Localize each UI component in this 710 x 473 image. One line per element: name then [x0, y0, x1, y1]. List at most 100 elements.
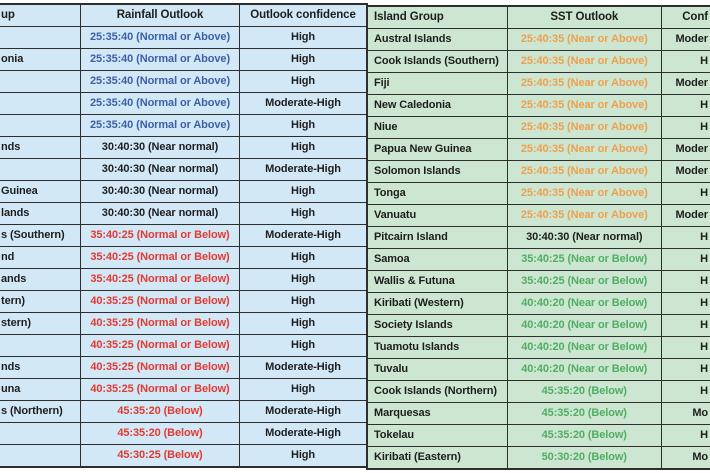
table-row: ands 35:40:25 (Normal or Below) High — [0, 268, 368, 291]
confidence-cell: Moderate-High — [239, 356, 368, 379]
table-row: s (Southern) 35:40:25 (Normal or Below) Mo… — [0, 224, 368, 247]
confidence-cell: Moderate-High — [239, 422, 368, 445]
table-row: Tokelau 45:35:20 (Below) H — [366, 424, 710, 447]
island-group-cell: s (Northern) — [0, 400, 81, 423]
confidence-cell: H — [660, 270, 710, 293]
island-group-cell: Pitcairn Island — [366, 226, 508, 249]
table-row: New Caledonia 25:40:35 (Near or Above) H — [366, 94, 710, 117]
rainfall-table-header: up Rainfall Outlook Outlook confidence — [0, 3, 368, 27]
header-row: up Rainfall Outlook Outlook confidence — [0, 3, 368, 27]
island-group-cell: stern) — [0, 312, 81, 335]
island-group-cell: Cook Islands (Southern) — [366, 50, 508, 73]
island-group-cell: nd — [0, 246, 81, 269]
outlook-value-cell: 25:40:35 (Near or Above) — [506, 160, 662, 183]
outlook-value-cell: 45:35:20 (Below) — [506, 402, 662, 425]
table-row: s (Northern) 45:35:20 (Below) Moderate-Hig… — [0, 400, 368, 423]
island-group-cell: ands — [0, 268, 81, 291]
confidence-cell: H — [660, 226, 710, 249]
confidence-cell: Moderate-High — [239, 158, 368, 181]
table-row: Society Islands 40:40:20 (Near or Below) H — [366, 314, 710, 337]
table-row: Tonga 25:40:35 (Near or Above) H — [366, 182, 710, 205]
rainfall-table-body: 25:35:40 (Normal or Above) High onia 25:35:… — [0, 26, 368, 468]
confidence-cell: High — [239, 246, 368, 269]
island-group-column-header: up — [0, 3, 81, 27]
outlook-value-cell: 45:35:20 (Below) — [506, 380, 662, 403]
outlook-value-cell: 25:35:40 (Normal or Above) — [80, 26, 240, 49]
island-group-cell: Tuamotu Islands — [366, 336, 508, 359]
confidence-cell: Moderate-High — [239, 92, 368, 115]
confidence-cell: High — [239, 202, 368, 225]
table-row: 25:35:40 (Normal or Above) High — [0, 70, 368, 93]
table-row: 30:40:30 (Near normal) Moderate-High — [0, 158, 368, 181]
table-row: Marquesas 45:35:20 (Below) Mo — [366, 402, 710, 425]
outlook-value-cell: 25:40:35 (Near or Above) — [506, 116, 662, 139]
island-group-cell: Wallis & Futuna — [366, 270, 508, 293]
sst-table-header: Island Group SST Outlook Conf — [366, 5, 710, 29]
confidence-cell: High — [239, 378, 368, 401]
outlook-value-cell: 40:35:25 (Normal or Below) — [80, 378, 240, 401]
outlook-value-cell: 40:35:25 (Normal or Below) — [80, 312, 240, 335]
island-group-column-header: Island Group — [366, 5, 508, 29]
island-group-cell: Kiribati (Western) — [366, 292, 508, 315]
outlook-value-cell: 35:40:25 (Near or Below) — [506, 270, 662, 293]
confidence-column-header: Conf — [660, 5, 710, 29]
table-row: una 40:35:25 (Normal or Below) High — [0, 378, 368, 401]
confidence-cell: High — [239, 334, 368, 357]
outlook-value-cell: 35:40:25 (Normal or Below) — [80, 224, 240, 247]
confidence-cell: Moder — [660, 160, 710, 183]
confidence-cell: H — [660, 358, 710, 381]
table-row: Niue 25:40:35 (Near or Above) H — [366, 116, 710, 139]
island-group-cell: Vanuatu — [366, 204, 508, 227]
confidence-cell: Mo — [660, 402, 710, 425]
table-row: 25:35:40 (Normal or Above) Moderate-High — [0, 92, 368, 115]
outlook-value-cell: 25:40:35 (Near or Above) — [506, 28, 662, 51]
table-row: Kiribati (Western) 40:40:20 (Near or Belo… — [366, 292, 710, 315]
outlook-value-cell: 25:40:35 (Near or Above) — [506, 182, 662, 205]
confidence-cell: Mo — [660, 446, 710, 470]
island-group-cell: Marquesas — [366, 402, 508, 425]
island-group-cell: Cook Islands (Northern) — [366, 380, 508, 403]
island-group-cell: Kiribati (Eastern) — [366, 446, 508, 470]
outlook-value-cell: 45:30:25 (Below) — [80, 444, 240, 468]
confidence-cell: High — [239, 136, 368, 159]
sst-outlook-table: Island Group SST Outlook Conf Austral Is… — [366, 5, 710, 470]
confidence-cell: High — [239, 48, 368, 71]
outlook-value-cell: 45:35:20 (Below) — [80, 422, 240, 445]
rainfall-outlook-column-header: Rainfall Outlook — [80, 3, 240, 27]
confidence-cell: H — [660, 380, 710, 403]
outlook-value-cell: 45:35:20 (Below) — [506, 424, 662, 447]
outlook-value-cell: 25:40:35 (Near or Above) — [506, 72, 662, 95]
table-row: 25:35:40 (Normal or Above) High — [0, 26, 368, 49]
confidence-cell: H — [660, 336, 710, 359]
table-row: Guinea 30:40:30 (Near normal) High — [0, 180, 368, 203]
island-group-cell — [0, 158, 81, 181]
island-group-cell: Tuvalu — [366, 358, 508, 381]
confidence-cell: Moder — [660, 204, 710, 227]
table-row: Wallis & Futuna 35:40:25 (Near or Below) H — [366, 270, 710, 293]
island-group-cell: una — [0, 378, 81, 401]
table-row: 40:35:25 (Normal or Below) High — [0, 334, 368, 357]
island-group-cell — [0, 422, 81, 445]
confidence-cell: H — [660, 314, 710, 337]
table-row: lands 30:40:30 (Near normal) High — [0, 202, 368, 225]
confidence-cell: H — [660, 116, 710, 139]
outlook-value-cell: 40:40:20 (Near or Below) — [506, 336, 662, 359]
island-group-cell: Samoa — [366, 248, 508, 271]
sst-table-body: Austral Islands 25:40:35 (Near or Above) M… — [366, 28, 710, 470]
outlook-value-cell: 35:40:25 (Normal or Below) — [80, 246, 240, 269]
outlook-value-cell: 25:40:35 (Near or Above) — [506, 204, 662, 227]
island-group-cell: Solomon Islands — [366, 160, 508, 183]
confidence-cell: High — [239, 290, 368, 313]
header-row: Island Group SST Outlook Conf — [366, 5, 710, 29]
island-group-cell: onia — [0, 48, 81, 71]
island-group-cell: Niue — [366, 116, 508, 139]
table-row: Vanuatu 25:40:35 (Near or Above) Moder — [366, 204, 710, 227]
island-group-cell — [0, 444, 81, 468]
table-row: Samoa 35:40:25 (Near or Below) H — [366, 248, 710, 271]
outlook-value-cell: 40:40:20 (Near or Below) — [506, 314, 662, 337]
outlook-value-cell: 30:40:30 (Near normal) — [506, 226, 662, 249]
confidence-cell: H — [660, 424, 710, 447]
island-group-cell: Guinea — [0, 180, 81, 203]
island-group-cell: Austral Islands — [366, 28, 508, 51]
outlook-value-cell: 45:35:20 (Below) — [80, 400, 240, 423]
